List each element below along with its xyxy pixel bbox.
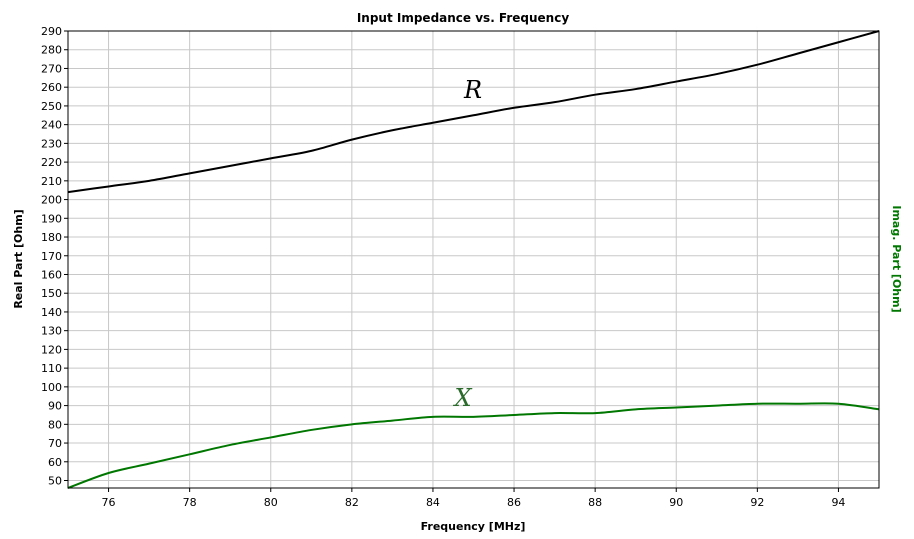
y-tick-label: 50: [48, 475, 62, 488]
chart-title: Input Impedance vs. Frequency: [357, 11, 570, 25]
x-tick-label: 78: [183, 496, 197, 509]
y-tick-label: 80: [48, 418, 62, 431]
series-label-x: X: [452, 384, 472, 412]
x-tick-label: 92: [750, 496, 764, 509]
y-tick-label: 90: [48, 400, 62, 413]
y-tick-label: 250: [41, 100, 62, 113]
series-lines: [67, 30, 880, 489]
y-tick-label: 290: [41, 25, 62, 38]
y-tick-label: 150: [41, 287, 62, 300]
y-tick-label: 100: [41, 381, 62, 394]
tick-labels: 76 78 80 82 84 86 88 90 92 94 50 60 70 80 90 100 110 120 1…: [41, 25, 845, 509]
series-line-r: [67, 30, 880, 194]
y-tick-label: 220: [41, 156, 62, 169]
y-tick-label: 200: [41, 194, 62, 207]
y-tick-label: 160: [41, 268, 62, 281]
y-tick-label: 280: [41, 44, 62, 57]
y-tick-label: 270: [41, 62, 62, 75]
series-label-r: R: [463, 76, 482, 104]
x-tick-label: 94: [831, 496, 845, 509]
x-tick-label: 84: [426, 496, 440, 509]
x-tick-label: 88: [588, 496, 602, 509]
y-tick-label: 190: [41, 212, 62, 225]
y-tick-label: 110: [41, 362, 62, 375]
y-tick-label: 170: [41, 250, 62, 263]
y-tick-label: 180: [41, 231, 62, 244]
y-tick-label: 120: [41, 343, 62, 356]
y-tick-label: 240: [41, 119, 62, 132]
y-tick-label: 140: [41, 306, 62, 319]
y2-axis-label: Imag. Part [Ohm]: [890, 205, 903, 312]
plot-frame: [67, 30, 880, 489]
y-tick-label: 230: [41, 137, 62, 150]
x-tick-label: 90: [669, 496, 683, 509]
x-tick-label: 86: [507, 496, 521, 509]
y-tick-label: 70: [48, 437, 62, 450]
x-axis-label: Frequency [MHz]: [421, 520, 526, 533]
y-tick-label: 130: [41, 325, 62, 338]
y-axis-label: Real Part [Ohm]: [12, 209, 25, 308]
series-line-x: [67, 402, 880, 489]
x-tick-label: 76: [102, 496, 116, 509]
y-tick-label: 60: [48, 456, 62, 469]
y-tick-label: 260: [41, 81, 62, 94]
y-tick-label: 210: [41, 175, 62, 188]
grid: [64, 30, 879, 492]
x-tick-label: 80: [264, 496, 278, 509]
x-tick-label: 82: [345, 496, 359, 509]
